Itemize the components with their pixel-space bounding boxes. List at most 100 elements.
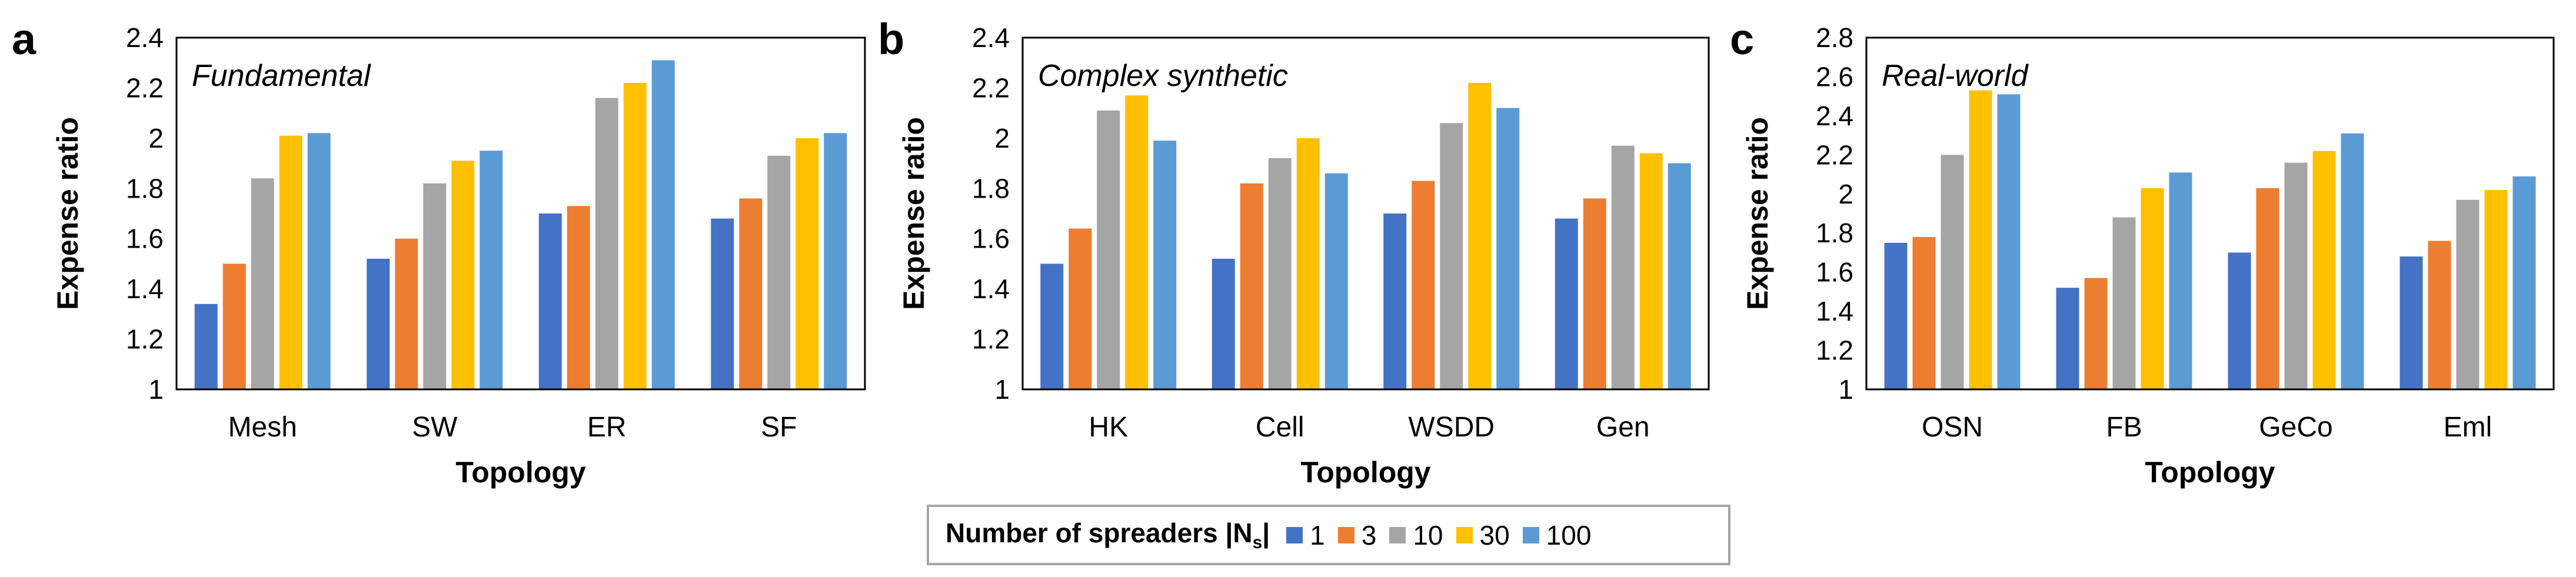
legend-swatch-100 [1522,526,1539,543]
legend-label-10: 10 [1413,519,1443,551]
legend-title-subscript: s [1252,533,1263,553]
legend-entry-30: 30 [1456,519,1510,551]
legend-label-3: 3 [1361,519,1377,551]
bar-wsdd-n1 [1383,214,1407,389]
y-tick-label: 2 [1838,179,1853,209]
x-category-label: Gen [1596,412,1650,443]
bar-sw-n100 [480,151,503,389]
x-category-label: Eml [2444,412,2492,443]
panel-letter-c: c [1730,15,1754,64]
plot-area-frame [1021,36,1710,391]
panel-subtitle: Fundamental [192,59,371,93]
bar-cell-n3 [1240,183,1263,389]
bar-geco-n3 [2256,188,2279,389]
panel-subtitle: Complex synthetic [1038,59,1288,93]
bar-fb-n3 [2084,278,2108,389]
bar-sw-n3 [395,238,418,389]
y-tick-label: 2 [148,123,164,154]
plot-area-frame [1865,36,2555,391]
bar-er-n1 [538,214,562,389]
legend-entry-100: 100 [1522,519,1592,551]
bar-cell-n30 [1296,138,1320,389]
bar-fb-n10 [2112,217,2136,389]
y-tick-label: 2.4 [1816,101,1853,131]
bar-mesh-n3 [222,264,246,389]
bar-hk-n100 [1153,141,1177,389]
x-category-label: OSN [1922,412,1983,443]
bar-hk-n10 [1097,110,1120,389]
bar-cell-n100 [1324,173,1348,389]
bar-geco-n1 [2228,252,2251,389]
legend-swatch-10 [1389,526,1406,543]
legend-label-100: 100 [1546,519,1592,551]
bar-wsdd-n10 [1440,123,1463,389]
y-tick-label: 2.4 [972,22,1010,53]
x-axis-label: Topology [1300,456,1430,489]
bar-hk-n1 [1040,264,1064,389]
bar-er-n100 [651,60,675,389]
bar-eml-n30 [2484,190,2508,389]
bar-gen-n30 [1639,153,1663,389]
y-tick-label: 1.8 [126,173,164,204]
bar-sw-n30 [451,161,475,389]
x-category-label: SW [412,412,458,443]
bar-wsdd-n30 [1468,82,1492,389]
x-axis-label: Topology [2145,456,2275,489]
panel-letter-b: b [878,15,904,64]
y-tick-label: 1.2 [972,324,1010,355]
y-tick-label: 1 [1838,374,1853,405]
bar-cell-n10 [1268,158,1292,389]
bar-sw-n10 [423,183,447,389]
bar-mesh-n1 [194,303,218,389]
bar-gen-n100 [1668,163,1691,389]
bar-gen-n10 [1611,145,1635,389]
bar-sf-n10 [767,155,791,389]
bar-mesh-n30 [279,135,302,390]
x-category-label: FB [2106,412,2142,443]
y-tick-label: 2.2 [972,72,1010,103]
bar-er-n3 [567,206,590,389]
bar-mesh-n10 [251,178,274,389]
bar-osn-n100 [1997,94,2021,389]
y-tick-label: 1.4 [1816,296,1853,326]
x-category-label: SF [761,412,797,443]
bar-eml-n100 [2512,176,2536,389]
bar-mesh-n100 [307,133,331,390]
y-tick-label: 1.6 [1816,257,1853,288]
x-axis-label: Topology [455,456,585,489]
y-tick-label: 1 [148,374,164,405]
y-tick-label: 2.4 [126,22,164,53]
bar-sw-n1 [367,258,390,389]
bar-geco-n100 [2341,133,2364,390]
y-tick-label: 1.8 [1816,218,1853,248]
plot-area-frame [175,36,866,391]
legend-swatch-3 [1337,526,1354,543]
legend-entry-3: 3 [1337,519,1377,551]
y-tick-label: 1.6 [972,224,1010,254]
bar-hk-n30 [1125,95,1149,389]
y-tick-label: 2.2 [126,72,164,103]
bar-sf-n1 [711,218,734,389]
legend-entry-10: 10 [1389,519,1443,551]
y-tick-label: 1.4 [972,274,1010,304]
y-axis-label: Expense ratio [51,117,84,310]
x-category-label: Mesh [228,412,297,443]
legend: Number of spreaders |Ns| 1 3 10 30 100 [927,505,1730,565]
y-tick-label: 1.8 [972,173,1010,204]
x-category-label: WSDD [1408,412,1495,443]
bar-eml-n1 [2399,256,2423,389]
bar-sf-n100 [824,133,847,390]
bar-cell-n1 [1212,258,1235,389]
legend-swatch-1 [1286,526,1303,543]
bar-osn-n3 [1912,236,1936,389]
x-category-label: Cell [1256,412,1304,443]
bar-sf-n3 [739,198,763,389]
bar-hk-n3 [1069,228,1092,389]
bar-gen-n3 [1583,198,1606,389]
y-tick-label: 1.2 [1816,335,1853,366]
bar-eml-n10 [2456,199,2480,389]
legend-title-end: | [1262,517,1270,548]
panel-subtitle: Real-world [1882,59,2029,93]
bar-wsdd-n3 [1412,181,1435,389]
bar-fb-n1 [2056,288,2079,389]
